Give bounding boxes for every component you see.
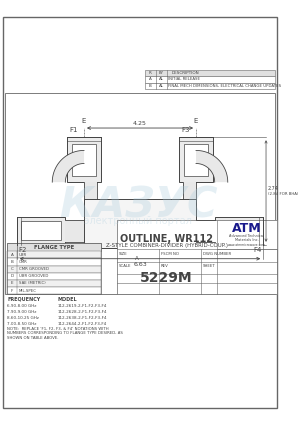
- Bar: [179, 137, 213, 182]
- Text: SAE (METRIC): SAE (METRIC): [19, 281, 45, 286]
- Text: Advanced Technical: Advanced Technical: [229, 234, 264, 238]
- Text: FINAL MECH DIMENSIONS, ELECTRICAL CHANGE UPDATES: FINAL MECH DIMENSIONS, ELECTRICAL CHANGE…: [168, 84, 281, 88]
- Text: E: E: [11, 281, 14, 286]
- Text: INITIAL RELEASE: INITIAL RELEASE: [168, 77, 200, 82]
- Text: MODEL: MODEL: [58, 297, 77, 302]
- Text: B: B: [149, 84, 152, 88]
- Bar: [217, 219, 277, 249]
- Text: OUTLINE, WR112: OUTLINE, WR112: [120, 234, 213, 244]
- Text: (2.84 FOR BHA): (2.84 FOR BHA): [268, 192, 298, 196]
- Bar: [145, 76, 275, 82]
- Text: A: A: [11, 253, 14, 257]
- Polygon shape: [52, 150, 84, 182]
- Text: MIL-SPEC: MIL-SPEC: [19, 289, 37, 292]
- Text: FREQUENCY: FREQUENCY: [8, 297, 41, 302]
- Bar: [17, 217, 65, 245]
- Bar: [72, 144, 96, 176]
- Bar: [145, 82, 275, 89]
- Bar: [8, 243, 101, 251]
- Bar: [196, 219, 215, 242]
- Text: электронный портал: электронный портал: [84, 216, 192, 227]
- Text: AL: AL: [159, 84, 164, 88]
- Text: ATM: ATM: [232, 222, 261, 235]
- Text: CMR: CMR: [19, 260, 27, 264]
- Bar: [22, 221, 61, 240]
- Bar: [8, 243, 101, 294]
- Bar: [184, 144, 208, 176]
- Text: 112-2619-2-F1-F2-F3-F4: 112-2619-2-F1-F2-F3-F4: [58, 303, 107, 308]
- Text: E: E: [82, 118, 86, 124]
- Text: F2: F2: [19, 246, 27, 252]
- Text: FLANGE TYPE: FLANGE TYPE: [34, 244, 74, 249]
- Text: 2.74: 2.74: [268, 186, 279, 191]
- Bar: [8, 273, 101, 280]
- Text: SHEET: SHEET: [202, 264, 215, 268]
- Bar: [183, 182, 196, 199]
- Text: 6.63: 6.63: [133, 261, 147, 266]
- Bar: [8, 258, 101, 266]
- Text: REV: REV: [160, 264, 168, 268]
- Text: www.atmmicrowave.com: www.atmmicrowave.com: [227, 243, 266, 246]
- Text: Z-STYLE COMBINER-DIVIDER (HYBRID-COUP.): Z-STYLE COMBINER-DIVIDER (HYBRID-COUP.): [106, 243, 228, 248]
- Text: Materials Inc.: Materials Inc.: [235, 238, 258, 242]
- Bar: [8, 287, 101, 294]
- Polygon shape: [196, 150, 228, 182]
- Text: UBR: UBR: [19, 253, 27, 257]
- Text: 112-2644-2-F1-F2-F3-F4: 112-2644-2-F1-F2-F3-F4: [58, 322, 107, 326]
- Text: AL: AL: [159, 77, 164, 82]
- Text: F: F: [11, 289, 13, 292]
- Text: UBR GROOVED: UBR GROOVED: [19, 274, 48, 278]
- Text: 112-2628-2-F1-F2-F3-F4: 112-2628-2-F1-F2-F3-F4: [58, 309, 107, 314]
- Bar: [67, 137, 101, 182]
- Bar: [8, 266, 101, 273]
- Text: B: B: [11, 260, 14, 264]
- Text: F4: F4: [253, 246, 261, 252]
- Text: F1: F1: [69, 127, 78, 133]
- Text: R: R: [149, 71, 152, 75]
- Text: A: A: [135, 256, 139, 261]
- Bar: [5, 94, 275, 294]
- Bar: [8, 280, 101, 287]
- Text: КАЗУС: КАЗУС: [59, 184, 218, 227]
- Text: SIZE: SIZE: [118, 252, 127, 256]
- Text: CMR GROOVED: CMR GROOVED: [19, 267, 49, 271]
- Bar: [8, 251, 101, 258]
- Text: 5229M: 5229M: [140, 271, 193, 285]
- Bar: [215, 217, 263, 245]
- Text: 8.60-10.25 GHz: 8.60-10.25 GHz: [8, 316, 39, 320]
- Bar: [219, 221, 259, 240]
- Text: 7.00-8.50 GHz: 7.00-8.50 GHz: [8, 322, 37, 326]
- Text: DESCRIPTION: DESCRIPTION: [172, 71, 200, 75]
- Text: E: E: [194, 118, 198, 124]
- Bar: [145, 70, 275, 76]
- Text: NOTE:  REPLACE 'F1, F2, F3, & F4' NOTATIONS WITH
NUMBERS CORRESPONDING TO FLANGE: NOTE: REPLACE 'F1, F2, F3, & F4' NOTATIO…: [8, 327, 123, 340]
- Bar: [117, 219, 277, 294]
- Text: C: C: [11, 267, 14, 271]
- Bar: [65, 219, 84, 242]
- Text: 4.25: 4.25: [133, 121, 147, 126]
- Text: F3: F3: [181, 127, 190, 133]
- Text: D: D: [11, 274, 14, 278]
- Text: 112-2638-2-F1-F2-F3-F4: 112-2638-2-F1-F2-F3-F4: [58, 316, 107, 320]
- Bar: [84, 199, 196, 247]
- Text: 7.90-9.00 GHz: 7.90-9.00 GHz: [8, 309, 37, 314]
- Text: FSCM NO: FSCM NO: [160, 252, 178, 256]
- Text: A: A: [149, 77, 152, 82]
- Text: DWG NUMBER: DWG NUMBER: [202, 252, 231, 256]
- Text: BY: BY: [159, 71, 164, 75]
- Text: SCALE: SCALE: [118, 264, 131, 268]
- Bar: [84, 182, 97, 199]
- Text: 6.90-8.00 GHz: 6.90-8.00 GHz: [8, 303, 37, 308]
